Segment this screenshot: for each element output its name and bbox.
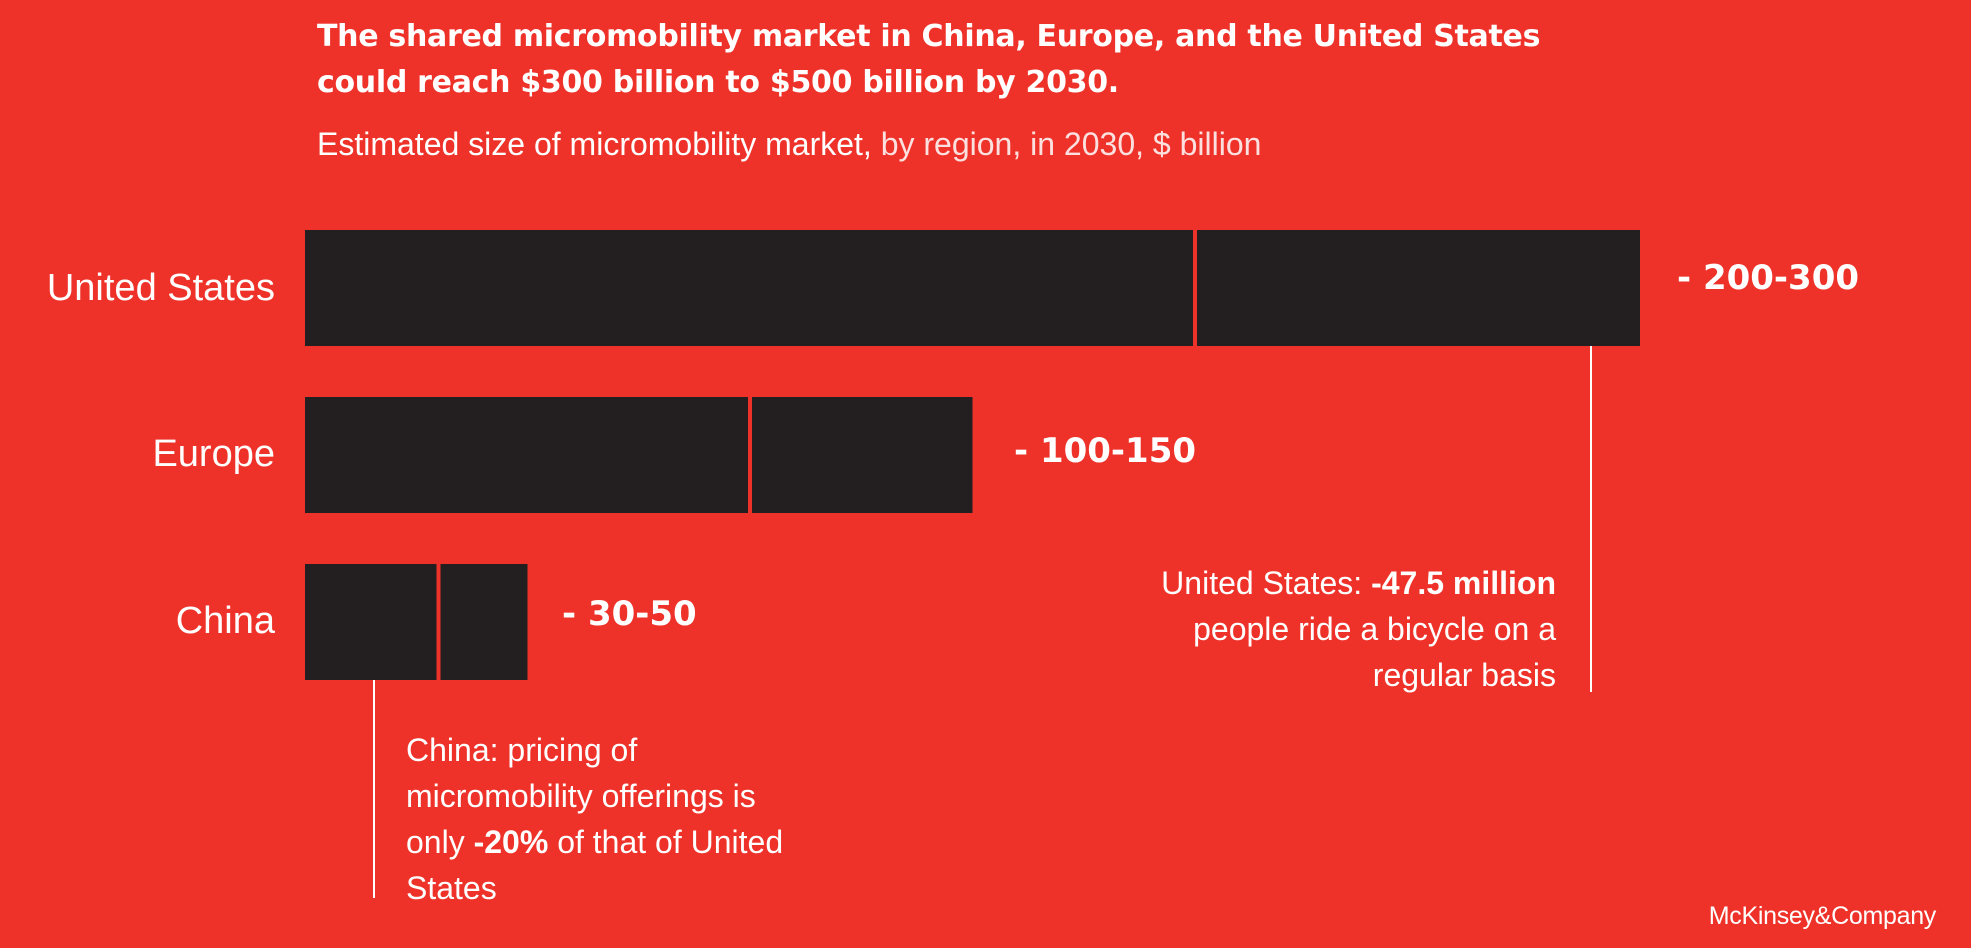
brand-logo: McKinsey&Company [1708,902,1937,930]
bar-divider-china [436,564,441,680]
chart-subtitle: Estimated size of micromobility market, … [317,126,1261,163]
annotation-china-bold: -20% [473,824,549,860]
bar-divider-europe [748,397,752,513]
annotation-china-prefix: China: pricing of micromobility offering… [406,732,756,860]
bar-divider-united-states [1193,230,1197,346]
bar-europe [305,397,973,513]
region-label-united-states: United States [46,267,275,309]
region-label-china: China [175,600,275,642]
range-label-europe: - 100-150 [1014,431,1197,471]
annotation-china: China: pricing of micromobility offering… [406,727,786,911]
subtitle-detail: by region, in 2030, $ billion [871,126,1262,162]
region-label-europe: Europe [152,433,275,475]
title-line-2: could reach $300 billion to $500 billion… [317,65,1119,100]
bar-china [305,564,528,680]
bar-united-states [305,230,1640,346]
annotation-united-states: United States: -47.5 million people ride… [1100,560,1556,698]
annotation-us-prefix: United States: [1161,565,1372,601]
subtitle-main: Estimated size of micromobility market, [317,126,872,162]
chart-title: The shared micromobility market in China… [317,14,1567,106]
range-label-china: - 30-50 [562,594,697,634]
annotation-china-rest: of that of United States [406,824,784,906]
range-label-united-states: - 200-300 [1677,258,1860,298]
annotation-us-rest: people ride a bicycle on a regular basis [1193,611,1556,693]
title-line-1: The shared micromobility market in China… [317,19,1541,54]
annotation-us-bold: -47.5 million [1371,565,1556,601]
